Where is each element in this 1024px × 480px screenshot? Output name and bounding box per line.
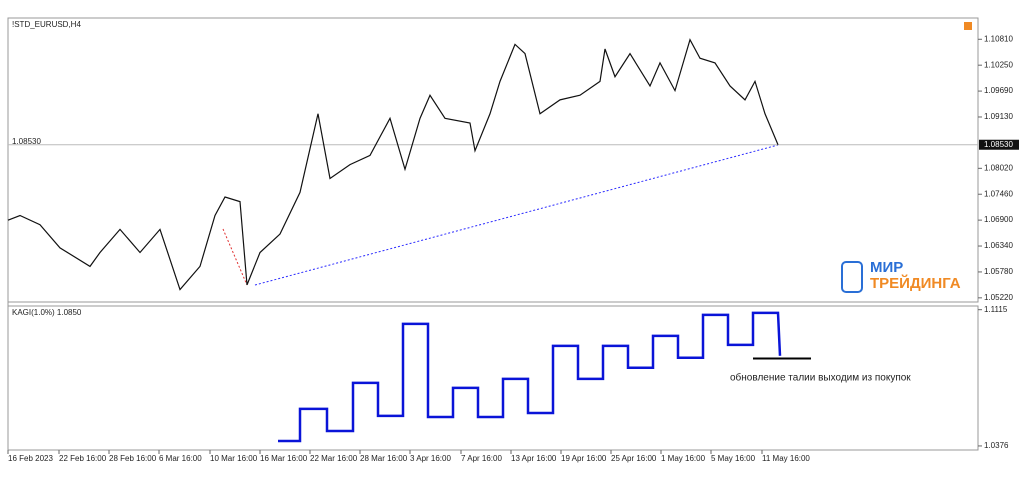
x-tick-label: 10 Mar 16:00	[210, 454, 258, 463]
y-tick-label: 1.09690	[984, 86, 1013, 95]
y-tick-label: 1.0376	[984, 441, 1009, 450]
x-tick-label: 11 May 16:00	[762, 454, 810, 463]
x-tick-label: 1 May 16:00	[661, 454, 706, 463]
price-box	[979, 139, 1019, 150]
y-tick-label: 1.1115	[984, 305, 1008, 314]
annotation: обновление талии выходим из покупок	[730, 372, 911, 384]
kagi-series	[278, 311, 782, 443]
price-series	[7, 38, 779, 291]
chart-title: !STD_EURUSD,H4	[12, 20, 81, 29]
x-tick-label: 3 Apr 16:00	[410, 454, 451, 463]
y-tick-label: 1.06340	[984, 241, 1013, 250]
kagi-panel	[7, 305, 979, 451]
kagi-title: KAGI(1.0%) 1.0850	[12, 308, 82, 317]
x-tick-label: 16 Feb 2023	[8, 454, 53, 463]
x-tick-label: 28 Mar 16:00	[360, 454, 408, 463]
logo: МИР ТРЕЙДИНГА	[841, 259, 961, 293]
x-tick-label: 22 Feb 16:00	[59, 454, 107, 463]
y-tick-label: 1.09130	[984, 112, 1013, 121]
main-panel	[7, 17, 979, 303]
expert-icon	[964, 22, 972, 30]
x-tick-label: 19 Apr 16:00	[561, 454, 607, 463]
y-tick-label: 1.05220	[984, 293, 1013, 302]
x-tick-label: 7 Apr 16:00	[461, 454, 502, 463]
logo-text: ТРЕЙДИНГА	[870, 274, 961, 292]
x-tick-label: 25 Apr 16:00	[611, 454, 657, 463]
logo-icon	[841, 261, 863, 293]
y-tick-label: 1.10250	[984, 60, 1013, 69]
logo-text: МИР	[870, 259, 903, 276]
x-tick-label: 13 Apr 16:00	[511, 454, 557, 463]
y-tick-label: 1.05780	[984, 267, 1013, 276]
x-tick-label: 28 Feb 16:00	[109, 454, 157, 463]
price-label: 1.08530	[984, 140, 1013, 149]
y-tick-label: 1.06900	[984, 215, 1013, 224]
x-tick-label: 22 Mar 16:00	[310, 454, 358, 463]
x-tick-label: 16 Mar 16:00	[260, 454, 308, 463]
y-tick-label: 1.07460	[984, 189, 1013, 198]
y-tick-label: 1.08020	[984, 163, 1013, 172]
price-label: 1.08530	[12, 137, 41, 146]
x-tick-label: 5 May 16:00	[711, 454, 756, 463]
x-tick-label: 6 Mar 16:00	[159, 454, 202, 463]
y-tick-label: 1.10810	[984, 34, 1013, 43]
